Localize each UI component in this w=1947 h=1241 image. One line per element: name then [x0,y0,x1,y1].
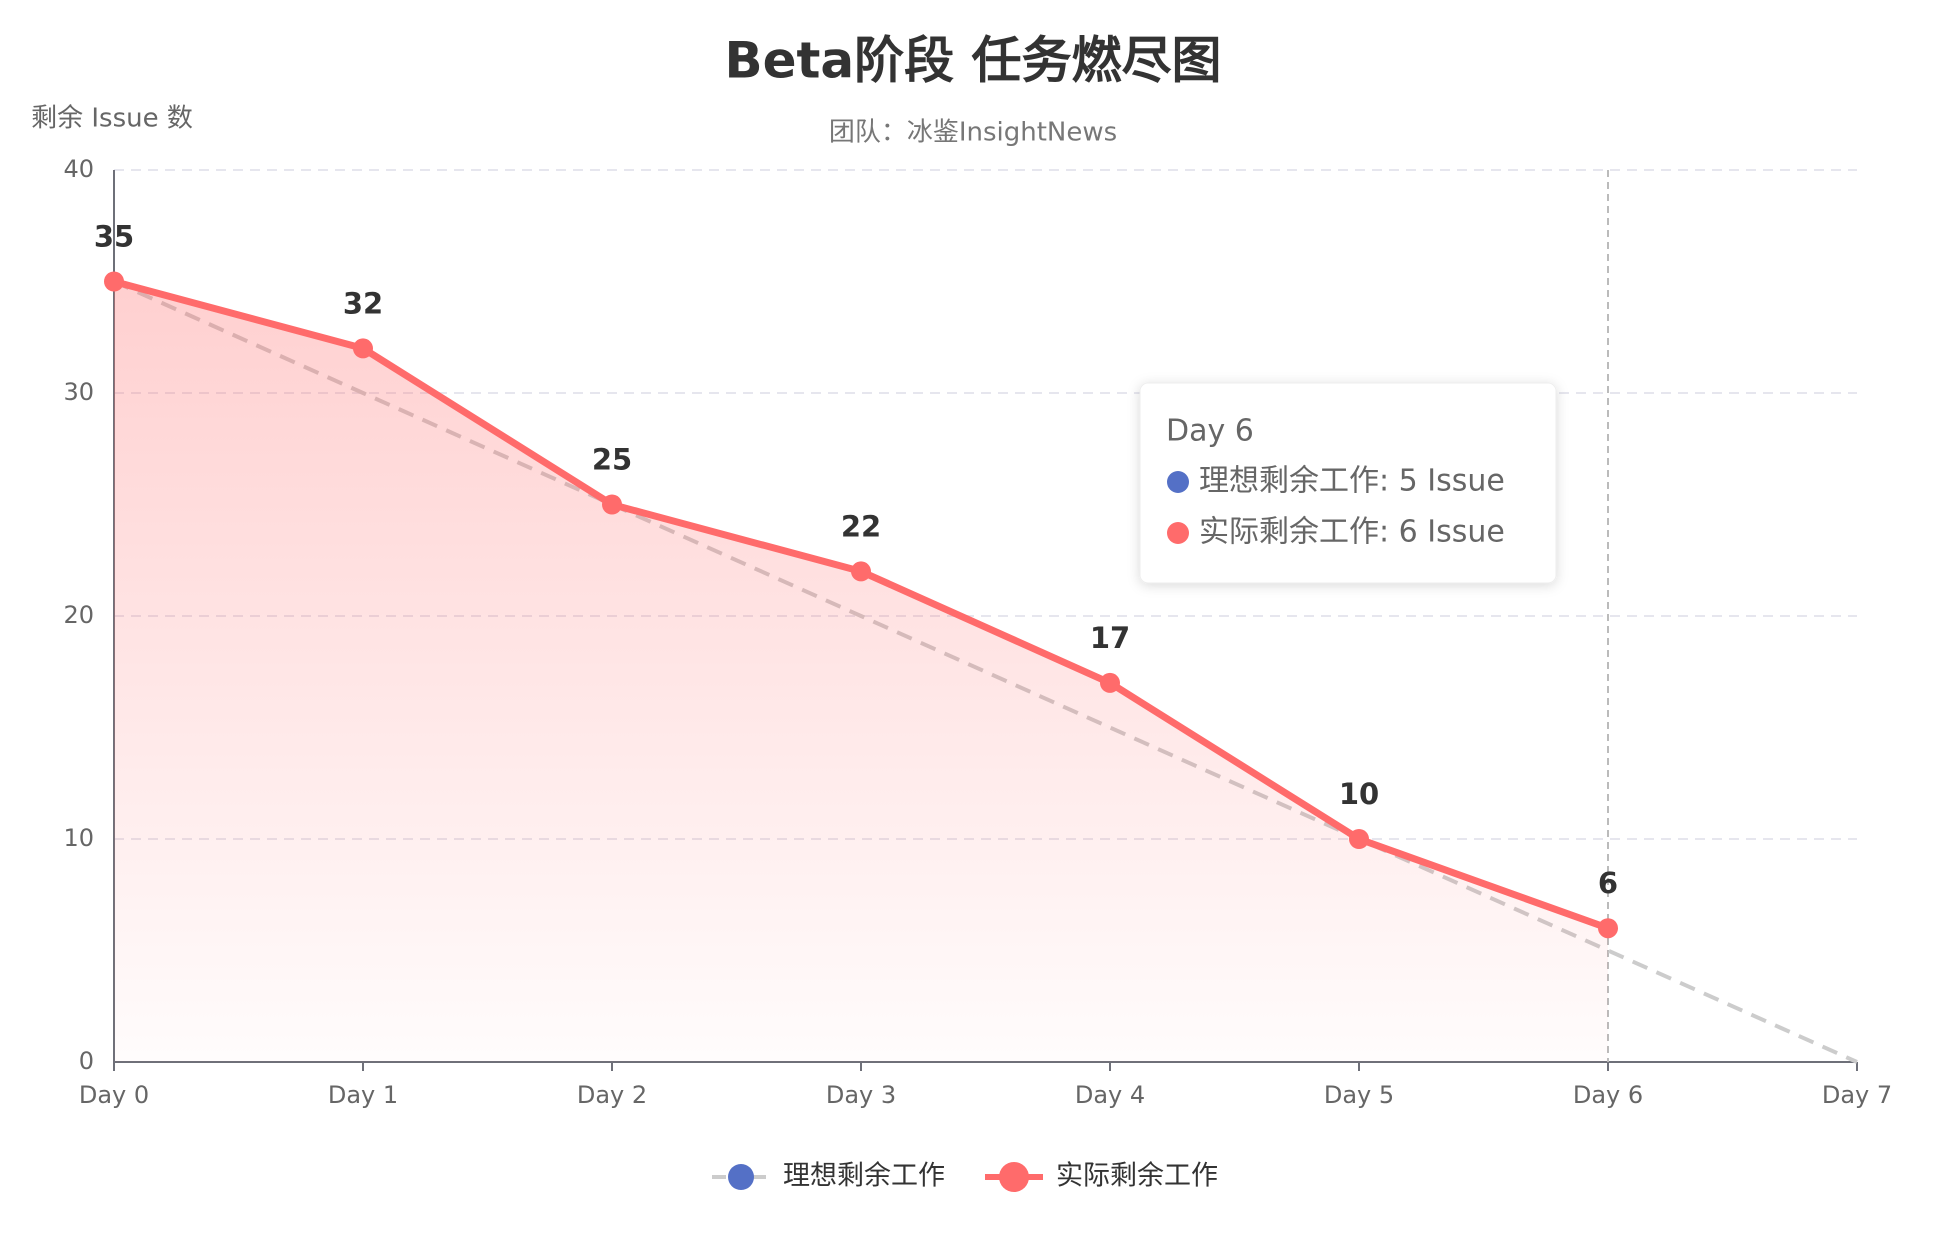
point [602,494,622,515]
area [114,281,1608,1062]
data-label: 6 [1598,866,1618,900]
point [851,561,871,582]
y-tick-label: 30 [63,378,94,406]
legend-dot [728,1164,754,1190]
y-tick-label: 40 [63,155,94,183]
x-tick-label: Day 5 [1324,1081,1394,1109]
x-tick-label: Day 6 [1573,1081,1643,1109]
chart-title: Beta阶段 任务燃尽图 [724,32,1221,90]
y-axis-label: 剩余 Issue 数 [31,104,193,134]
point [104,271,124,292]
y-tick-label: 10 [63,824,94,852]
tooltip-dot [1167,471,1189,493]
data-label: 22 [841,509,881,543]
data-label: 35 [94,220,134,254]
x-tick-label: Day 0 [79,1081,149,1109]
data-label: 25 [592,443,632,477]
y-tick-label: 20 [63,601,94,629]
tooltip-box [1139,382,1557,584]
data-label: 32 [343,286,383,320]
chart-subtitle: 团队：冰鉴InsightNews [829,118,1117,148]
legend-label: 理想剩余工作 [783,1161,945,1192]
y-tick-label: 0 [79,1047,94,1075]
legend-dot [999,1162,1029,1192]
x-tick-label: Day 4 [1075,1081,1145,1109]
data-label: 17 [1090,621,1130,655]
point [353,338,373,359]
point [1349,829,1369,849]
x-tick-label: Day 1 [328,1081,398,1109]
x-tick-label: Day 7 [1822,1081,1892,1109]
tooltip-item: 理想剩余工作: 5 Issue [1199,464,1505,499]
point [1598,918,1618,939]
tooltip-title: Day 6 [1166,414,1254,449]
point [1100,672,1120,693]
tooltip-dot [1167,522,1189,544]
data-label: 10 [1339,777,1379,811]
x-tick-label: Day 3 [826,1081,896,1109]
legend-label: 实际剩余工作 [1056,1161,1218,1192]
x-tick-label: Day 2 [577,1081,647,1109]
tooltip-item: 实际剩余工作: 6 Issue [1199,515,1505,550]
